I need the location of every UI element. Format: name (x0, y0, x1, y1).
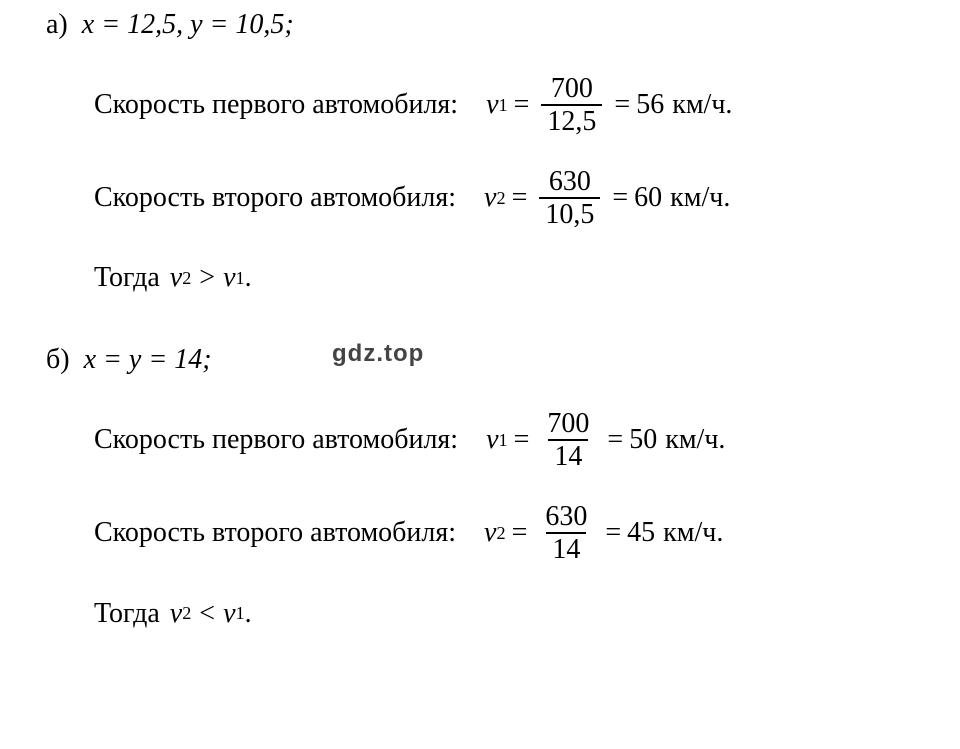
var-v: v (486, 86, 498, 124)
part-a-conclusion: Тогда v2 > v1 . (20, 259, 940, 297)
sub-2: 2 (182, 601, 191, 626)
var-v: v (486, 421, 498, 459)
part-b-conclusion: Тогда v2 < v1 . (20, 595, 940, 633)
part-b-line2: Скорость второго автомобиля: v2 = 630 14… (20, 502, 940, 565)
denominator: 10,5 (539, 197, 600, 229)
var-v: v (170, 595, 182, 633)
part-b-label: б) (46, 341, 70, 379)
conclusion-suffix: . (245, 595, 252, 633)
fraction: 630 14 (539, 502, 593, 565)
var-v: v (484, 514, 496, 552)
part-b-line1-expr: v1 = 700 14 = 50 км/ч. (486, 409, 725, 472)
conclusion-prefix: Тогда (94, 259, 160, 297)
var-v: v (223, 259, 235, 297)
part-b-given: б) x = y = 14; (20, 341, 940, 379)
part-a-line1-expr: v1 = 700 12,5 = 56 км/ч. (486, 74, 732, 137)
watermark: gdz.top (332, 340, 424, 368)
var-v: v (223, 595, 235, 633)
sub-2: 2 (496, 521, 505, 546)
unit: км/ч. (663, 514, 723, 552)
part-a-line1-text: Скорость первого автомобиля: (94, 86, 458, 124)
sub-1: 1 (499, 93, 508, 118)
denominator: 14 (548, 439, 588, 471)
unit: км/ч. (672, 86, 732, 124)
document-body: а) x = 12,5, y = 10,5; Скорость первого … (0, 0, 960, 632)
op-gt: > (191, 259, 223, 297)
fraction: 630 10,5 (539, 167, 600, 230)
conclusion-suffix: . (245, 259, 252, 297)
var-v: v (170, 259, 182, 297)
part-a-given-text: x = 12,5, y = 10,5; (82, 6, 294, 44)
numerator: 700 (541, 409, 595, 439)
sub-1: 1 (236, 266, 245, 291)
denominator: 14 (546, 532, 586, 564)
unit: км/ч. (670, 179, 730, 217)
part-b-line1-text: Скорость первого автомобиля: (94, 421, 458, 459)
denominator: 12,5 (541, 104, 602, 136)
sub-2: 2 (496, 186, 505, 211)
result: 45 (627, 514, 655, 552)
sub-2: 2 (182, 266, 191, 291)
sub-1: 1 (499, 428, 508, 453)
part-a-label: а) (46, 6, 68, 44)
part-b-line2-expr: v2 = 630 14 = 45 км/ч. (484, 502, 723, 565)
part-b-given-text: x = y = 14; (84, 341, 212, 379)
conclusion-prefix: Тогда (94, 595, 160, 633)
result: 60 (634, 179, 662, 217)
part-a-line1: Скорость первого автомобиля: v1 = 700 12… (20, 74, 940, 137)
fraction: 700 14 (541, 409, 595, 472)
op-lt: < (191, 595, 223, 633)
part-b-line2-text: Скорость второго автомобиля: (94, 514, 456, 552)
result: 56 (636, 86, 664, 124)
fraction: 700 12,5 (541, 74, 602, 137)
var-v: v (484, 179, 496, 217)
part-a-line2: Скорость второго автомобиля: v2 = 630 10… (20, 167, 940, 230)
numerator: 630 (539, 502, 593, 532)
sub-1: 1 (236, 601, 245, 626)
part-b-line1: Скорость первого автомобиля: v1 = 700 14… (20, 409, 940, 472)
numerator: 700 (545, 74, 599, 104)
numerator: 630 (543, 167, 597, 197)
unit: км/ч. (665, 421, 725, 459)
part-a-line2-expr: v2 = 630 10,5 = 60 км/ч. (484, 167, 730, 230)
result: 50 (629, 421, 657, 459)
part-a-given: а) x = 12,5, y = 10,5; (20, 6, 940, 44)
part-a-line2-text: Скорость второго автомобиля: (94, 179, 456, 217)
